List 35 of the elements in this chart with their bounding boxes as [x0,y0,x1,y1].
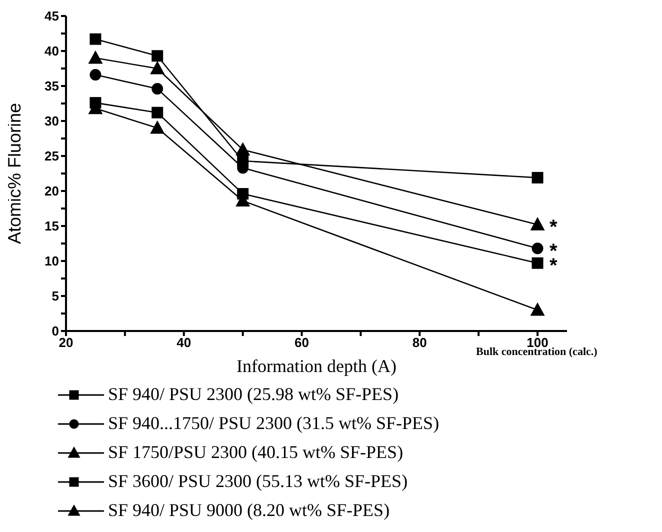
point [532,242,544,254]
point [236,142,250,156]
y-tick-label: 35 [44,78,59,94]
legend-label: SF 1750/PSU 2300 (40.15 wt% SF-PES) [108,442,404,463]
point [90,69,102,81]
y-tick-label: 5 [52,288,59,304]
point [530,218,544,230]
y-tick-label: 30 [44,114,59,129]
x-tick-label: 40 [176,335,192,350]
legend-label: SF 3600/ PSU 2300 (55.13 wt% SF-PES) [108,471,408,492]
y-tick-label: 45 [44,8,59,24]
point [90,33,102,45]
point [530,303,544,316]
point [152,106,164,118]
x-axis-title: Information depth (A) [236,356,396,376]
y-tick-label: 25 [44,148,59,164]
y-tick-label: 40 [44,44,59,59]
point [532,172,544,184]
y-tick-label: 15 [44,218,59,234]
point [88,51,102,64]
text: Bulk concentration (calc.) [476,346,598,358]
data-label: * [550,216,558,239]
x-tick-label: 60 [294,335,309,350]
point [532,257,544,269]
point [152,83,164,95]
point [150,62,164,74]
point [150,121,164,134]
x-tick-label: 80 [412,335,427,350]
y-tick-label: 10 [44,254,59,269]
legend-label: SF 940...1750/ PSU 2300 (31.5 wt% SF-PES) [108,413,440,434]
legend-label: SF 940/ PSU 2300 (25.98 wt% SF-PES) [108,384,399,405]
point [152,50,164,62]
y-tick-label: 0 [52,324,59,339]
legend-label: SF 940/ PSU 9000 (8.20 wt% SF-PES) [108,500,390,521]
y-tick-label: 20 [44,184,59,199]
